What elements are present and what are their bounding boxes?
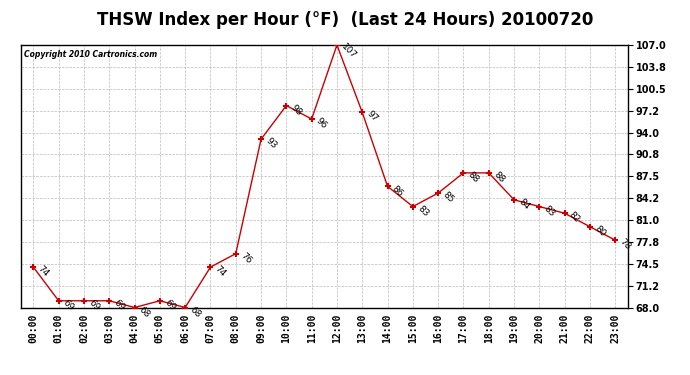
Text: 88: 88 bbox=[491, 170, 506, 184]
Text: 93: 93 bbox=[264, 136, 278, 151]
Text: 68: 68 bbox=[188, 305, 202, 319]
Text: 98: 98 bbox=[289, 103, 304, 117]
Text: 85: 85 bbox=[441, 190, 455, 205]
Text: 74: 74 bbox=[36, 264, 50, 279]
Text: 83: 83 bbox=[542, 204, 557, 218]
Text: 84: 84 bbox=[517, 197, 531, 211]
Text: THSW Index per Hour (°F)  (Last 24 Hours) 20100720: THSW Index per Hour (°F) (Last 24 Hours)… bbox=[97, 11, 593, 29]
Text: 80: 80 bbox=[593, 224, 607, 238]
Text: 88: 88 bbox=[466, 170, 481, 184]
Text: 96: 96 bbox=[315, 116, 329, 131]
Text: 78: 78 bbox=[618, 237, 633, 252]
Text: 69: 69 bbox=[112, 298, 126, 312]
Text: 69: 69 bbox=[61, 298, 76, 312]
Text: Copyright 2010 Cartronics.com: Copyright 2010 Cartronics.com bbox=[23, 50, 157, 59]
Text: 83: 83 bbox=[415, 204, 430, 218]
Text: 107: 107 bbox=[339, 42, 358, 61]
Text: 74: 74 bbox=[213, 264, 228, 279]
Text: 76: 76 bbox=[239, 251, 253, 266]
Text: 69: 69 bbox=[163, 298, 177, 312]
Text: 97: 97 bbox=[365, 110, 380, 124]
Text: 68: 68 bbox=[137, 305, 152, 319]
Text: 69: 69 bbox=[87, 298, 101, 312]
Text: 86: 86 bbox=[391, 184, 405, 198]
Text: 82: 82 bbox=[567, 210, 582, 225]
